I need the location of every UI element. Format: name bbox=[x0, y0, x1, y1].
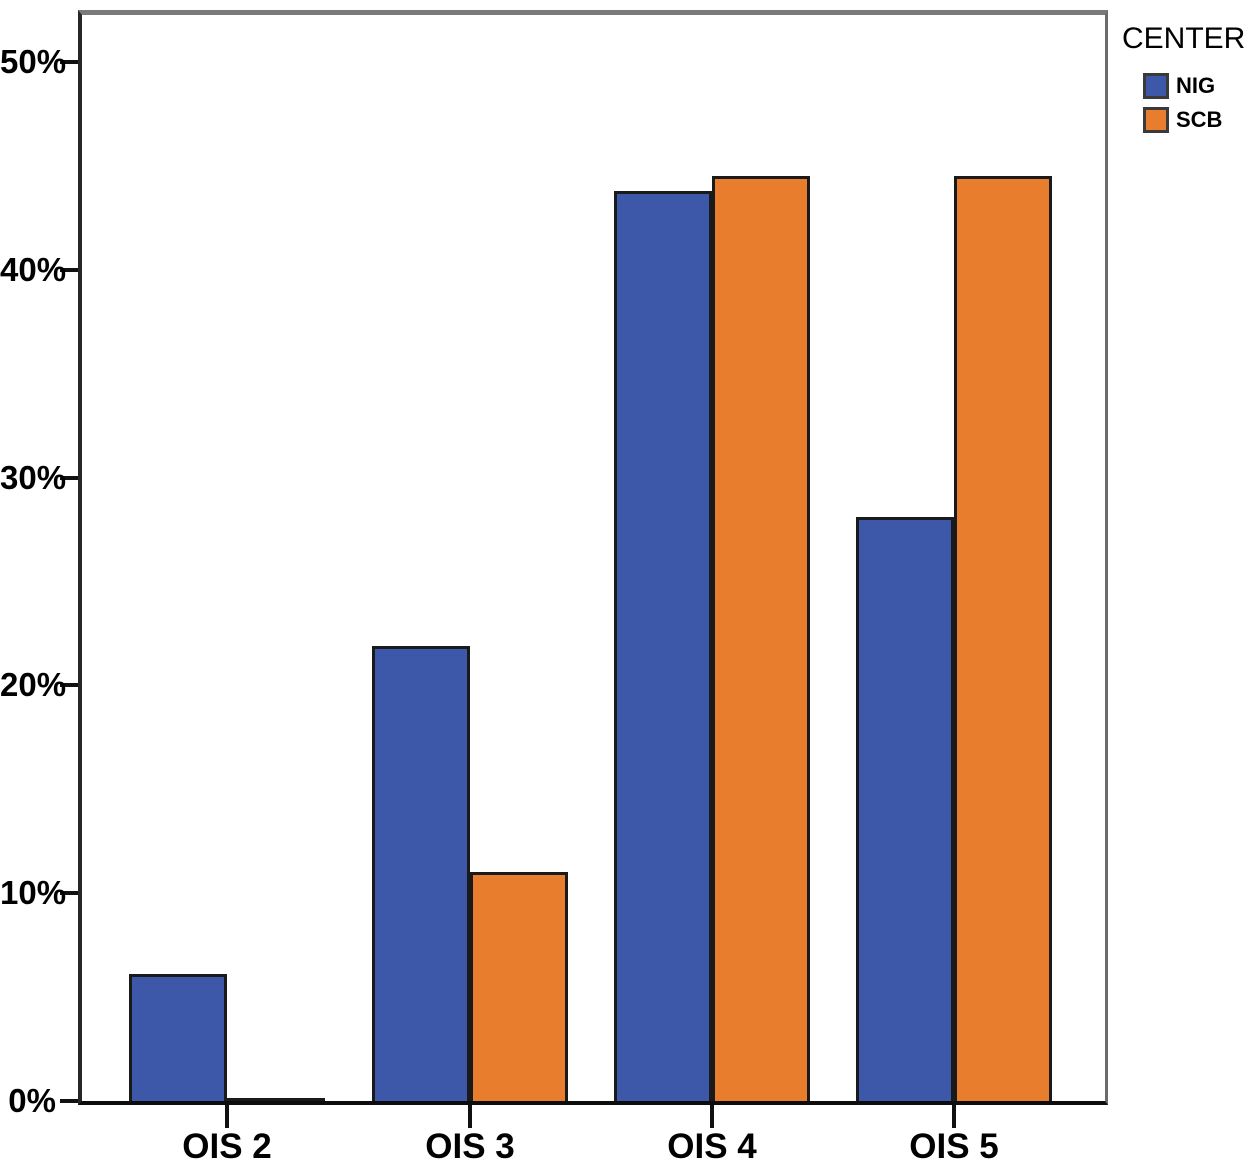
legend-item-nig: NIG bbox=[1143, 72, 1245, 100]
x-tick bbox=[225, 1105, 229, 1128]
legend-item-scb: SCB bbox=[1143, 106, 1245, 134]
y-tick bbox=[60, 476, 78, 480]
bar-scb-ois-4 bbox=[712, 176, 810, 1101]
bar-nig-ois-4 bbox=[614, 191, 712, 1101]
y-tick-label: 10% bbox=[0, 874, 67, 911]
legend-swatch-nig bbox=[1143, 73, 1169, 99]
bar-nig-ois-5 bbox=[856, 517, 954, 1101]
bar-scb-ois-5 bbox=[954, 176, 1052, 1101]
y-tick-label: 20% bbox=[0, 666, 67, 703]
bar-nig-ois-3 bbox=[372, 646, 470, 1101]
legend-label: SCB bbox=[1176, 107, 1223, 132]
y-tick bbox=[60, 1099, 78, 1103]
legend-items: NIG SCB bbox=[1122, 72, 1245, 134]
legend-swatch-scb bbox=[1143, 107, 1169, 133]
x-tick-label: OIS 2 bbox=[182, 1127, 272, 1166]
legend: CENTER NIG SCB bbox=[1122, 22, 1245, 140]
bar-scb-ois-3 bbox=[470, 872, 568, 1101]
x-tick-label: OIS 3 bbox=[425, 1127, 515, 1166]
x-tick bbox=[468, 1105, 472, 1128]
y-tick bbox=[60, 891, 78, 895]
bar-scb-ois-2 bbox=[227, 1098, 325, 1101]
x-tick bbox=[952, 1105, 956, 1128]
x-tick-label: OIS 4 bbox=[667, 1127, 757, 1166]
y-tick-label: 50% bbox=[0, 43, 67, 80]
y-tick bbox=[60, 268, 78, 272]
bar-nig-ois-2 bbox=[129, 974, 227, 1101]
y-tick-label: 0% bbox=[8, 1082, 56, 1119]
x-tick bbox=[710, 1105, 714, 1128]
y-tick bbox=[60, 60, 78, 64]
x-tick-label: OIS 5 bbox=[909, 1127, 999, 1166]
legend-title: CENTER bbox=[1122, 22, 1246, 55]
legend-label: NIG bbox=[1176, 73, 1216, 98]
plot-area bbox=[78, 10, 1108, 1105]
y-tick bbox=[60, 683, 78, 687]
y-tick-label: 40% bbox=[0, 251, 67, 288]
y-tick-label: 30% bbox=[0, 459, 67, 496]
